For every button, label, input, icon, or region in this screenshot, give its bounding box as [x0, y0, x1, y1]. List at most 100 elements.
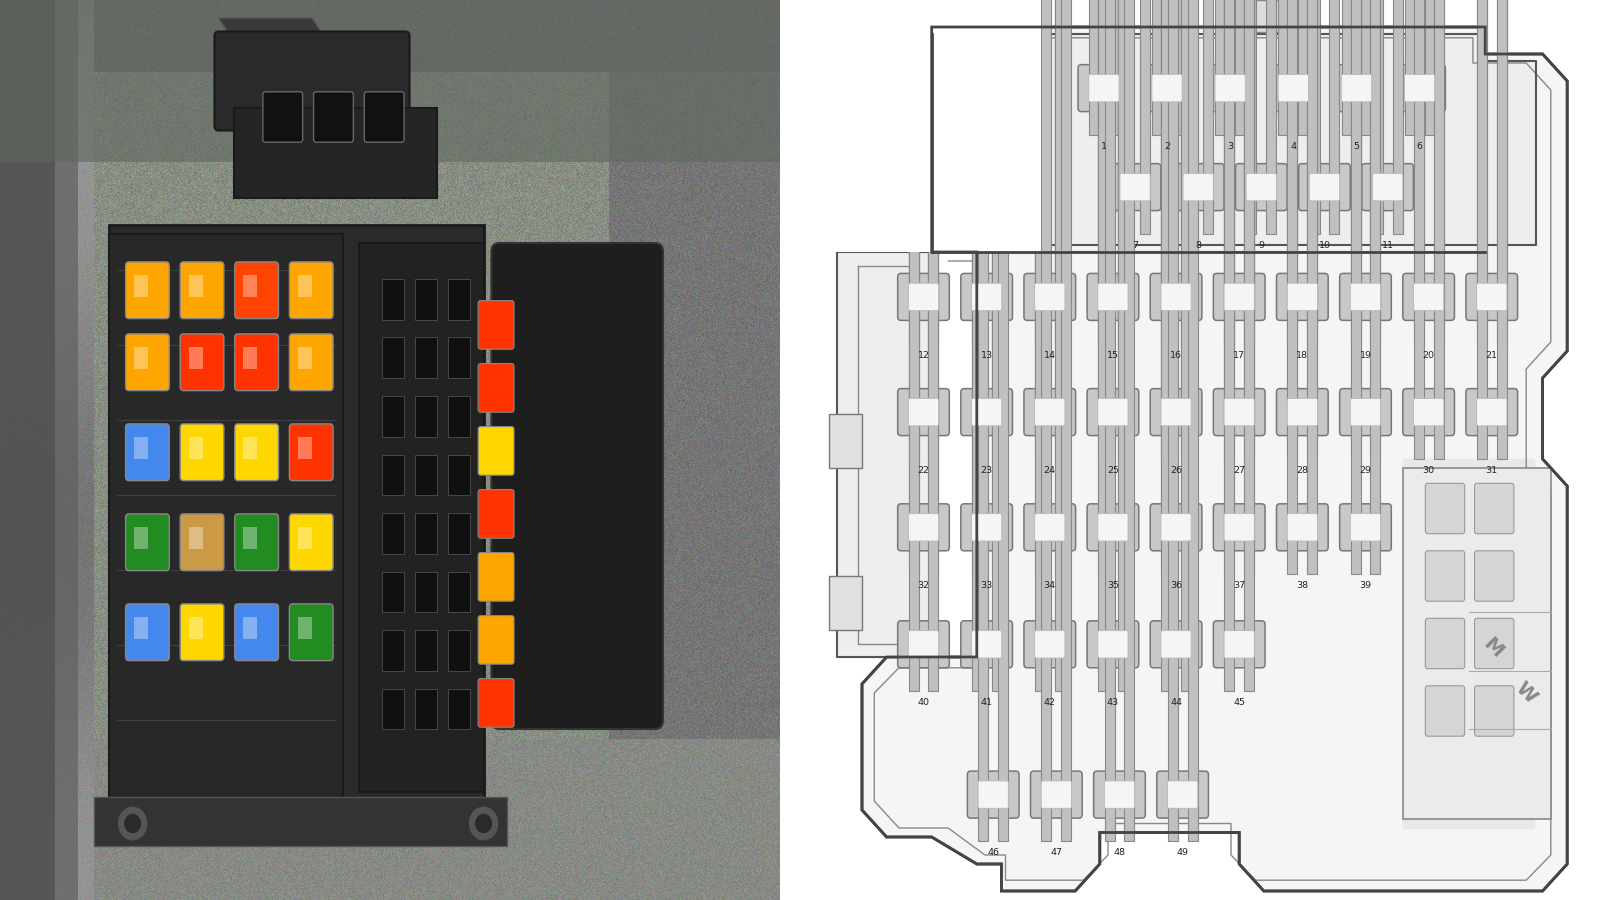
Bar	[1120, 0, 1130, 234]
Bar	[992, 0, 1002, 344]
Bar	[189, 616, 203, 639]
Bar	[971, 0, 982, 691]
Bar	[909, 0, 918, 691]
FancyBboxPatch shape	[909, 514, 939, 541]
Bar	[1307, 0, 1317, 344]
FancyBboxPatch shape	[1024, 274, 1075, 320]
Bar	[1309, 0, 1320, 234]
Bar	[1434, 0, 1443, 344]
FancyBboxPatch shape	[1394, 65, 1445, 112]
Bar	[1184, 0, 1194, 234]
Bar	[992, 0, 1002, 574]
Bar	[414, 572, 437, 612]
Bar	[781, 0, 1034, 252]
FancyBboxPatch shape	[971, 514, 1002, 541]
Bar	[1216, 0, 1226, 135]
Text: 32: 32	[917, 581, 930, 590]
FancyBboxPatch shape	[478, 679, 514, 727]
Bar	[971, 0, 982, 574]
FancyBboxPatch shape	[1403, 389, 1454, 436]
FancyBboxPatch shape	[1213, 621, 1266, 668]
Bar	[414, 396, 437, 436]
FancyBboxPatch shape	[1224, 631, 1254, 658]
Polygon shape	[109, 234, 342, 801]
Text: 8: 8	[1195, 241, 1202, 250]
FancyBboxPatch shape	[235, 514, 278, 571]
FancyBboxPatch shape	[1477, 284, 1507, 310]
Bar	[189, 274, 203, 297]
Bar	[978, 0, 989, 842]
FancyBboxPatch shape	[909, 399, 939, 426]
Bar	[414, 513, 437, 554]
Bar	[1181, 0, 1190, 344]
FancyBboxPatch shape	[290, 424, 333, 481]
FancyBboxPatch shape	[1213, 389, 1266, 436]
FancyBboxPatch shape	[1277, 274, 1328, 320]
Bar	[0, 0, 781, 162]
FancyBboxPatch shape	[1086, 274, 1139, 320]
Text: 4: 4	[1290, 142, 1296, 151]
Bar	[448, 279, 469, 320]
FancyBboxPatch shape	[1373, 174, 1403, 201]
Bar	[134, 616, 149, 639]
FancyBboxPatch shape	[1098, 284, 1128, 310]
FancyBboxPatch shape	[262, 92, 302, 142]
FancyBboxPatch shape	[1157, 771, 1208, 818]
FancyBboxPatch shape	[1173, 164, 1224, 211]
FancyBboxPatch shape	[1150, 504, 1202, 551]
Bar	[1405, 0, 1414, 135]
FancyBboxPatch shape	[1309, 174, 1339, 201]
Circle shape	[125, 814, 141, 832]
Bar	[414, 688, 437, 729]
Text: 36: 36	[1170, 581, 1182, 590]
Bar	[992, 0, 1002, 691]
Bar	[1224, 0, 1234, 459]
Bar	[1125, 0, 1134, 842]
Bar	[243, 526, 258, 549]
FancyBboxPatch shape	[1162, 631, 1192, 658]
FancyBboxPatch shape	[235, 604, 278, 661]
Bar	[93, 796, 507, 846]
Text: 7: 7	[1133, 241, 1138, 250]
Text: 43: 43	[1107, 698, 1118, 707]
FancyBboxPatch shape	[898, 504, 949, 551]
FancyBboxPatch shape	[1098, 514, 1128, 541]
Bar	[298, 616, 312, 639]
Bar	[1141, 0, 1150, 234]
FancyBboxPatch shape	[181, 424, 224, 481]
FancyBboxPatch shape	[1299, 164, 1350, 211]
FancyBboxPatch shape	[1035, 284, 1066, 310]
Bar	[1054, 0, 1064, 459]
Bar	[1118, 0, 1128, 574]
FancyBboxPatch shape	[1235, 164, 1286, 211]
FancyBboxPatch shape	[968, 771, 1019, 818]
FancyBboxPatch shape	[1339, 389, 1392, 436]
FancyBboxPatch shape	[1286, 284, 1317, 310]
Text: 13: 13	[981, 351, 992, 360]
Circle shape	[118, 807, 147, 840]
FancyBboxPatch shape	[1224, 284, 1254, 310]
Bar	[1371, 0, 1381, 574]
Bar	[448, 572, 469, 612]
FancyBboxPatch shape	[125, 334, 170, 391]
FancyBboxPatch shape	[491, 243, 662, 729]
Text: 20: 20	[1422, 351, 1435, 360]
FancyBboxPatch shape	[1035, 399, 1066, 426]
Bar	[1054, 0, 1064, 691]
Text: 37: 37	[1234, 581, 1245, 590]
Bar	[1434, 0, 1443, 459]
Bar	[1424, 0, 1435, 135]
FancyBboxPatch shape	[478, 301, 514, 349]
Bar	[1181, 0, 1190, 459]
Bar	[448, 396, 469, 436]
Text: 19: 19	[1360, 351, 1371, 360]
FancyBboxPatch shape	[909, 284, 939, 310]
Polygon shape	[234, 108, 437, 198]
Bar	[1414, 0, 1424, 459]
FancyBboxPatch shape	[1168, 781, 1198, 808]
Bar	[1266, 0, 1277, 234]
Text: 33: 33	[981, 581, 992, 590]
Bar	[1288, 0, 1298, 459]
Bar	[1298, 0, 1309, 135]
FancyBboxPatch shape	[962, 621, 1013, 668]
